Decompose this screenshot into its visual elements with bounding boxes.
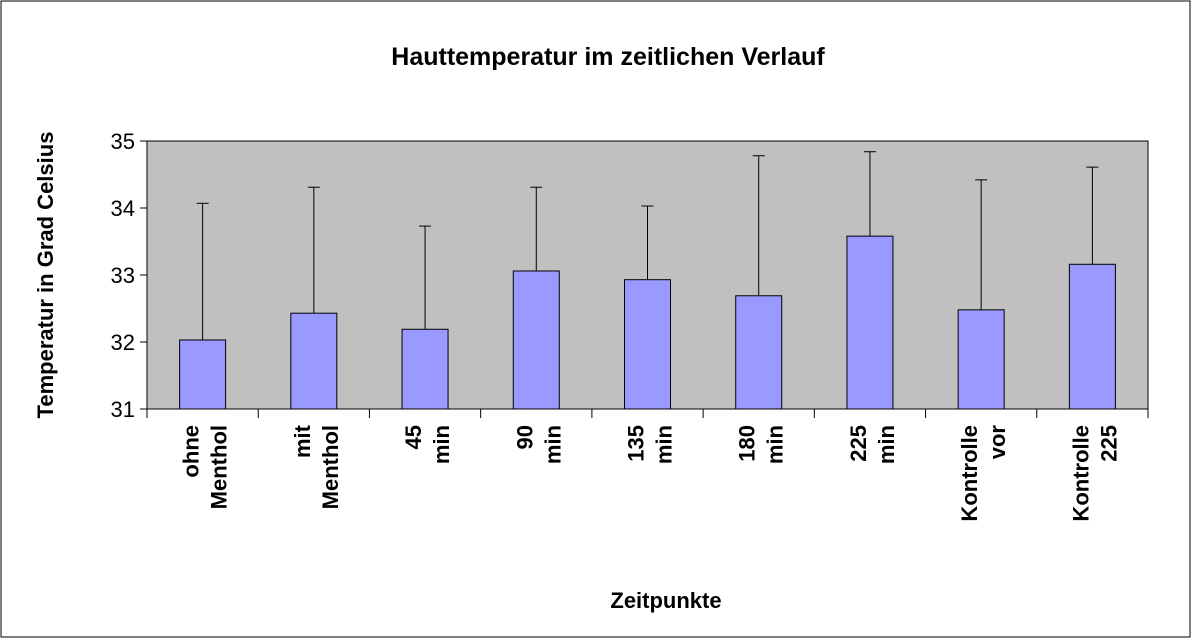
x-tick-label: Kontrolle 225: [1068, 425, 1121, 522]
bar: [512, 270, 560, 410]
y-axis-label: Temperatur in Grad Celsius: [33, 132, 58, 419]
bar: [1068, 263, 1116, 410]
bar: [179, 339, 227, 410]
y-tick-label: 34: [111, 196, 135, 221]
x-axis-label: Zeitpunkte: [610, 588, 721, 613]
chart-title: Hauttemperatur im zeitlichen Verlauf: [391, 43, 825, 71]
x-tick-label: mit Menthol: [290, 424, 343, 515]
bar: [290, 312, 338, 410]
bar: [401, 328, 449, 410]
y-tick-label: 35: [111, 129, 135, 154]
x-tick-label: 180 min: [735, 425, 788, 470]
x-tick-label: 90 min: [512, 425, 565, 470]
x-tick-label: 225 min: [846, 425, 899, 470]
x-tick-label: 135 min: [624, 425, 677, 470]
x-tick-label: Kontrolle vor: [957, 425, 1010, 522]
bar: [735, 295, 783, 410]
bar: [846, 235, 894, 410]
x-tick-label: 45 min: [401, 425, 454, 470]
y-tick-label: 31: [111, 397, 135, 422]
y-tick-label: 32: [111, 330, 135, 355]
y-tick-label: 33: [111, 263, 135, 288]
bar: [957, 309, 1005, 410]
x-tick-label: ohne Menthol: [179, 425, 232, 515]
bar: [624, 279, 671, 410]
